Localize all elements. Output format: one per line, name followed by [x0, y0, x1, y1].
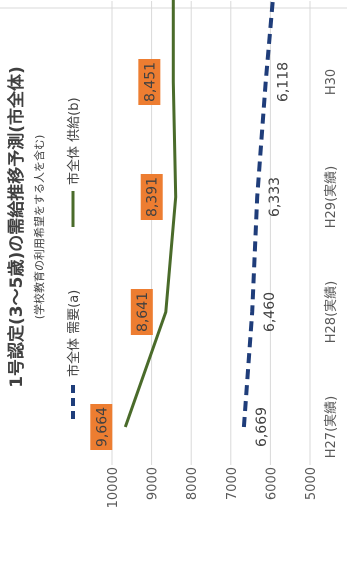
supply-label-box: [140, 174, 163, 220]
demand-data-label: 6,460: [262, 292, 278, 332]
legend-label-2: 市全体 供給(b): [66, 97, 82, 185]
demand-data-label: 6,118: [276, 62, 292, 102]
rotated-plot: 5000 6000 7000 8000 9000 10000 H27(実績) H28(実績)…: [6, 0, 339, 508]
chart-subtitle: (学校教育の利用希望をする人を含む): [32, 135, 46, 320]
chart-header: 1号認定(3～5歳)の需給推移予測(市全体) (学校教育の利用希望をする人を含む…: [6, 66, 46, 388]
x-tick-label: H28(実績): [323, 281, 339, 343]
x-tick-label: H27(実績): [323, 396, 339, 458]
y-tick-label: 6000: [264, 467, 279, 500]
y-axis-ticks: 5000 6000 7000 8000 9000 10000: [106, 467, 319, 508]
y-tick-label: 10000: [106, 467, 121, 508]
supply-data-label: 8,391: [145, 177, 161, 217]
y-tick-label: 5000: [304, 467, 319, 500]
y-tick-label: 9000: [146, 467, 161, 500]
supply-label-box: [90, 404, 113, 450]
supply-data-label: 9,664: [94, 407, 110, 447]
supply-data-label: 8,641: [135, 292, 151, 332]
legend-label-1: 市全体 需要(a): [66, 290, 82, 377]
series-line-2: [123, 0, 178, 428]
chart-title: 1号認定(3～5歳)の需給推移予測(市全体): [6, 66, 27, 388]
supply-label-box: [138, 59, 161, 105]
series: [123, 0, 278, 428]
series-line-1: [241, 0, 278, 428]
y-tick-label: 7000: [225, 467, 240, 500]
x-tick-label: H29(実績): [323, 166, 339, 228]
demand-data-label: 6,333: [267, 177, 283, 217]
supply-data-label: 8,451: [142, 62, 158, 102]
legend: 市全体 需要(a) 市全体 供給(b): [66, 97, 82, 419]
x-tick-label: H30: [324, 69, 339, 95]
y-tick-label: 8000: [185, 467, 200, 500]
x-axis-ticks: H27(実績)H28(実績)H29(実績)H30H31: [323, 69, 339, 458]
demand-data-label: 6,669: [254, 407, 270, 447]
supply-label-box: [130, 289, 153, 335]
data-labels: 6,6696,4606,3336,1185,8659,6648,6418,391…: [90, 59, 292, 450]
